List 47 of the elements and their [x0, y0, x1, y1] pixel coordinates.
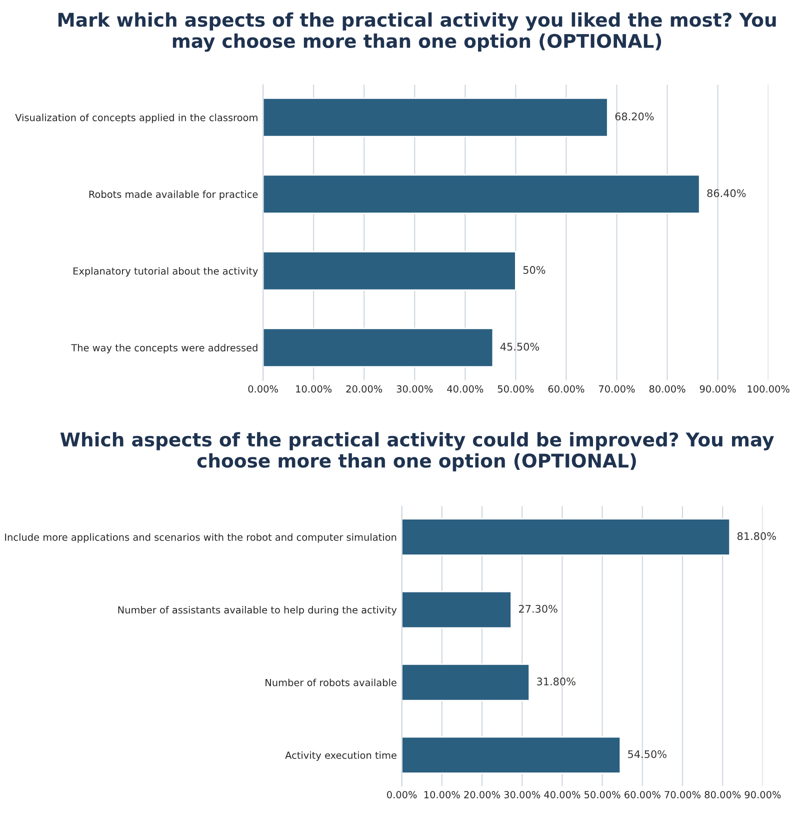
y-tick-label: The way the concepts were addressed	[71, 344, 258, 354]
bar	[263, 174, 700, 214]
x-tick-label: 60.00%	[548, 385, 584, 393]
x-tick-label: 90.00%	[744, 791, 781, 798]
x-tick-label: 10.00%	[424, 791, 460, 798]
y-tick-label: Number of robots available	[266, 678, 396, 686]
x-tick-label: 0.00%	[387, 791, 417, 798]
bar	[263, 250, 516, 291]
x-tick-label: 30.00%	[504, 791, 540, 798]
chart-title: Mark which aspects of the practical activity you liked the most? You may choose more than one option (OPTIONAL)	[58, 12, 776, 52]
x-tick-label: 70.00%	[599, 385, 635, 393]
y-tick-label: Number of assistants available to help during the activity	[118, 606, 397, 616]
data-label: 50%	[523, 266, 546, 274]
x-tick-label: 70.00%	[664, 791, 700, 798]
x-tick-label: 20.00%	[346, 385, 382, 393]
data-label: 68.20%	[615, 112, 654, 120]
x-tick-label: 90.00%	[700, 385, 736, 393]
data-label: 81.80%	[737, 532, 776, 540]
data-label: 45.50%	[500, 342, 540, 351]
x-tick-label: 50.00%	[584, 791, 620, 798]
y-tick-label: Activity execution time	[285, 751, 396, 761]
y-tick-label: Include more applications and scenarios with the robot and computer simulation	[5, 533, 396, 543]
data-label: 27.30%	[518, 604, 558, 613]
bar	[402, 590, 512, 629]
data-label: 86.40%	[707, 189, 746, 198]
x-tick-label: 80.00%	[704, 791, 741, 798]
x-tick-label: 80.00%	[649, 385, 686, 393]
chart-title: Which aspects of the practical activity could be improved? You may choose more than one option (OPTIONAL)	[60, 432, 774, 472]
data-label: 54.50%	[628, 750, 666, 758]
bar	[263, 328, 494, 368]
x-tick-label: 100.00%	[748, 385, 790, 393]
data-label: 31.80%	[537, 678, 576, 686]
x-tick-label: 10.00%	[296, 385, 332, 393]
y-tick-label: Visualization of concepts applied in the classroom	[15, 114, 258, 124]
bar	[402, 736, 622, 774]
x-tick-label: 50.00%	[498, 385, 534, 393]
x-tick-label: 60.00%	[624, 791, 660, 798]
y-tick-label: Robots made available for practice	[89, 190, 258, 200]
y-tick-label: Explanatory tutorial about the activity	[73, 267, 258, 277]
x-tick-label: 40.00%	[447, 385, 484, 393]
x-tick-label: 40.00%	[544, 791, 580, 798]
bar	[402, 518, 731, 556]
x-tick-label: 30.00%	[396, 385, 433, 393]
x-tick-label: 0.00%	[248, 385, 278, 393]
bar	[263, 98, 608, 138]
x-tick-label: 20.00%	[464, 791, 500, 798]
bar	[402, 664, 530, 702]
